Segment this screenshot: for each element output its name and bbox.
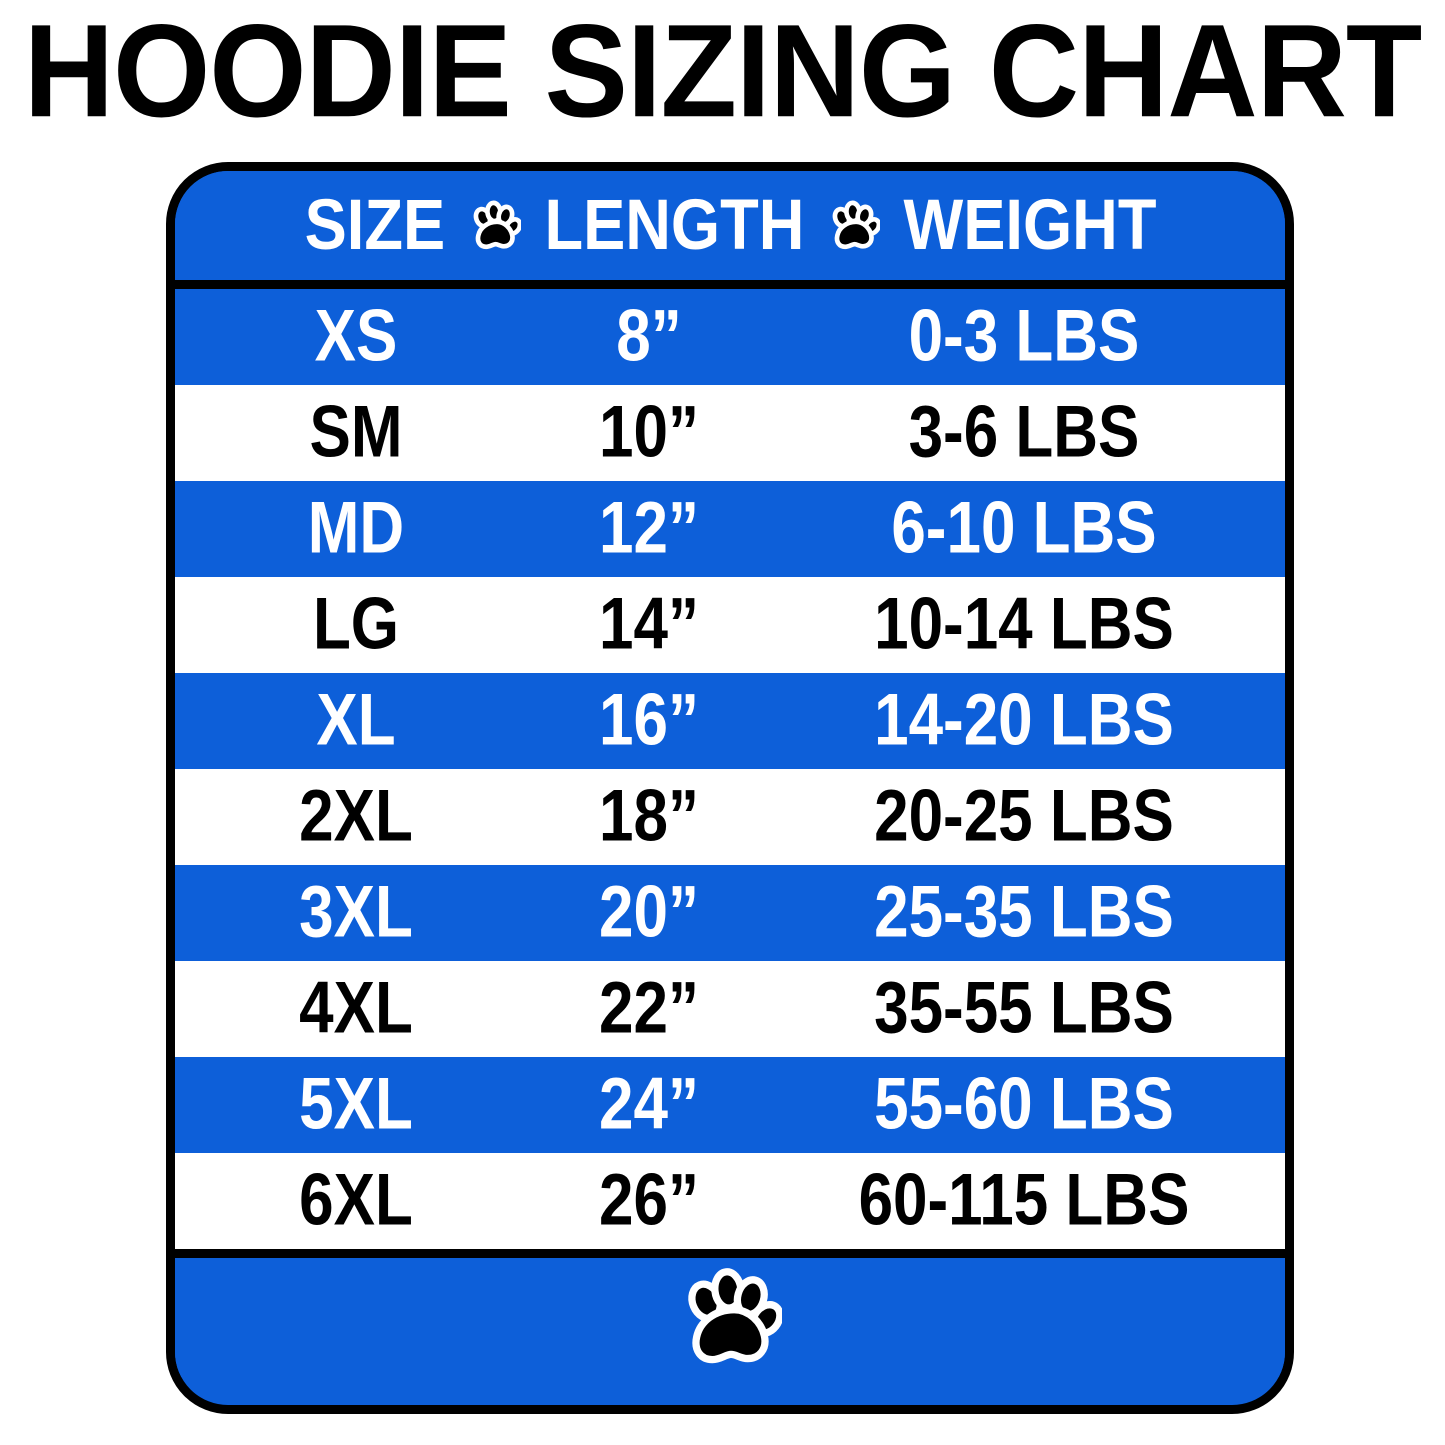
table-header-row: SIZE LENGTH <box>175 171 1285 289</box>
column-header-length: LENGTH <box>544 185 805 265</box>
cell-length: 20” <box>599 871 699 954</box>
table-row: 4XL 22” 35-55 LBS <box>175 961 1285 1057</box>
sizing-table-card: SIZE LENGTH <box>166 162 1294 1414</box>
column-header-weight: WEIGHT <box>903 185 1157 265</box>
table-row: XS 8” 0-3 LBS <box>175 289 1285 385</box>
cell-size: MD <box>307 487 405 570</box>
cell-length: 12” <box>599 487 699 570</box>
cell-length: 18” <box>599 775 699 858</box>
table-row: 3XL 20” 25-35 LBS <box>175 865 1285 961</box>
cell-weight: 60-115 LBS <box>858 1159 1190 1242</box>
cell-size: SM <box>309 391 403 474</box>
table-row: XL 16” 14-20 LBS <box>175 673 1285 769</box>
cell-weight: 10-14 LBS <box>874 583 1174 666</box>
footer-band <box>175 1249 1285 1377</box>
cell-length: 22” <box>599 967 699 1050</box>
table-row: MD 12” 6-10 LBS <box>175 481 1285 577</box>
cell-weight: 6-10 LBS <box>891 487 1157 570</box>
table-row: 6XL 26” 60-115 LBS <box>175 1153 1285 1249</box>
page-title: HOODIE SIZING CHART <box>23 0 1423 146</box>
cell-size: 3XL <box>299 871 413 954</box>
column-header-size: SIZE <box>304 185 445 265</box>
cell-length: 8” <box>616 295 682 378</box>
cell-weight: 14-20 LBS <box>874 679 1174 762</box>
cell-weight: 20-25 LBS <box>874 775 1174 858</box>
cell-weight: 25-35 LBS <box>874 871 1174 954</box>
cell-size: 5XL <box>299 1063 413 1146</box>
cell-size: 4XL <box>299 967 413 1050</box>
cell-size: 2XL <box>299 775 413 858</box>
cell-length: 10” <box>599 391 699 474</box>
cell-size: XS <box>314 295 398 378</box>
table-row: LG 14” 10-14 LBS <box>175 577 1285 673</box>
cell-weight: 3-6 LBS <box>908 391 1140 474</box>
cell-length: 26” <box>599 1159 699 1242</box>
table-body: XS 8” 0-3 LBS SM 10” 3-6 LBS MD 12” 6-10… <box>175 289 1285 1249</box>
cell-length: 24” <box>599 1063 699 1146</box>
cell-weight: 0-3 LBS <box>908 295 1140 378</box>
table-row: 5XL 24” 55-60 LBS <box>175 1057 1285 1153</box>
cell-weight: 55-60 LBS <box>874 1063 1174 1146</box>
cell-size: XL <box>316 679 396 762</box>
table-row: SM 10” 3-6 LBS <box>175 385 1285 481</box>
cell-size: 6XL <box>299 1159 413 1242</box>
cell-size: LG <box>312 583 400 666</box>
paw-print-icon <box>469 200 522 252</box>
cell-weight: 35-55 LBS <box>874 967 1174 1050</box>
cell-length: 16” <box>599 679 699 762</box>
table-row: 2XL 18” 20-25 LBS <box>175 769 1285 865</box>
paw-print-icon <box>828 200 881 252</box>
cell-length: 14” <box>599 583 699 666</box>
paw-print-icon <box>678 1266 782 1370</box>
